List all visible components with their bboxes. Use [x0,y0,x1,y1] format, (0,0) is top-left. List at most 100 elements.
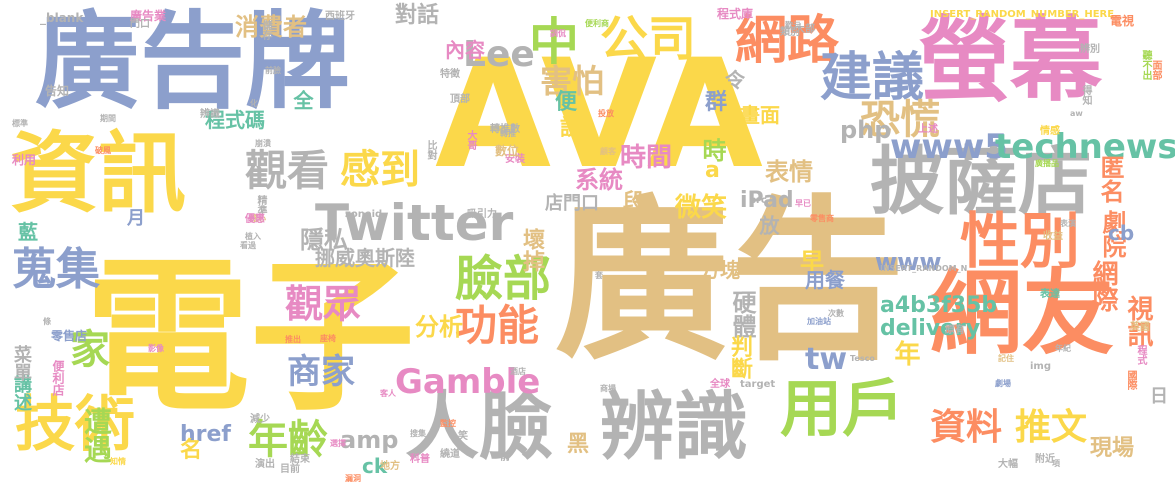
word-160: 轉推 [500,129,516,138]
word-20: 家 [70,327,110,373]
word-n: n [265,57,275,73]
word-125: 表達 [1040,289,1060,300]
word-122: 破風 [95,146,111,155]
word-ck: ck [362,454,388,478]
word-3: 廣告牌 [35,1,351,123]
word-33: 恐慌 [860,97,940,143]
word-99: 西班牙 [325,11,355,22]
word-83: 全 [290,90,314,110]
word-82: 畫面 [740,103,780,127]
word-81: 令 [725,68,745,92]
word-21: 臉部 [455,251,552,307]
word-67: 講述 [11,375,32,411]
word-1: 廣告 [555,181,905,384]
word-158: 安裝 [505,154,525,165]
word-84: 藍 [18,220,38,244]
word-127: 程式 [1135,345,1146,365]
word-117: 情感 [1040,126,1060,137]
word-technews: technews [995,127,1175,167]
word-116: 得知 [1080,85,1091,105]
word-130: 客人 [380,389,396,398]
word-26: 資料 [930,407,1003,448]
word-src: src [750,195,767,206]
word-114: 面部 [1150,60,1161,80]
word-139: 漏洞 [345,474,361,482]
word-108: 次數 [828,309,844,318]
word-167: 繞道 [440,449,460,460]
word-181: 早已 [795,199,811,208]
word-a: a [705,158,720,183]
word-42: 微笑 [675,193,728,223]
word-www5: www5 [890,127,1008,167]
word-101: 吸引力 [467,209,497,220]
word-57: 判斷 [727,335,752,379]
word-119: 投放 [598,109,614,118]
word-151: 顧客 [600,147,616,156]
word-4: 資訊 [10,122,187,225]
word-href: href [180,422,232,447]
word-66: 遭遇 [80,407,113,463]
word-55: 分析 [415,313,463,341]
word-13: 性別 [960,207,1080,277]
word-79: 便 [555,90,578,115]
word-gamble: Gamble [395,362,541,402]
word-155: 植入 [245,232,261,241]
word-149: 辨識 [200,109,220,120]
word-25: 年齡 [248,417,328,463]
word-170: 笑 [458,431,468,442]
word-41: 系統 [575,166,623,194]
word-171: 前 [500,452,510,463]
word-php: php [840,116,892,144]
word-163: 精準 [255,195,266,215]
word-8: 辨識 [600,384,748,470]
word-ava: AVA [435,28,763,202]
word-img: img [1030,361,1052,372]
word-37: 內容 [445,38,485,62]
word-51: 網際 [1088,260,1118,312]
word-128: 國際 [1125,370,1136,390]
word-150: 期間 [100,114,116,123]
word-118: 上述 [918,124,938,135]
word-twitter: Twitter [315,194,514,252]
word-23: 功能 [455,301,540,350]
word-12: 用戶 [780,372,905,445]
word-169: 儲存 [260,20,271,40]
word-38: 對話 [395,3,440,28]
word-157: 座椅 [320,334,336,343]
word-162: 調侃 [550,29,566,38]
word-68: 菜單 [11,345,32,381]
word-180: 歡元 [785,21,801,30]
word-6: 網友 [930,260,1115,367]
word-tw: tw [805,342,848,377]
word-40: 隱私 [300,226,348,254]
word-9: 披薩店 [870,139,1092,225]
word-48: 挪威奧斯陸 [315,246,415,270]
word-2: 電子 [85,241,415,433]
word-145: 特徵 [440,69,460,80]
word-70: 早 [800,248,824,276]
word-107: 廣播品 [1035,159,1059,168]
word-16: 公司 [600,11,697,67]
word-18: 感到 [340,147,420,193]
word-131: 監控 [440,419,456,428]
word-172: 套 [595,271,603,280]
word-74: 放 [756,215,780,235]
word-104: 零售商 [810,214,834,223]
word-179: 大部 [795,24,815,35]
word-78: 說 [560,116,583,141]
word-65: 現場 [1090,436,1135,461]
word-35: 害怕 [540,62,605,100]
word-target: target [740,379,776,390]
word-22: 觀眾 [285,282,362,326]
word-80: 群 [705,90,728,115]
word-132: 影像 [148,344,164,353]
word-113: 聽不出 [1140,50,1151,80]
word-aw: aw [1070,109,1083,118]
word-105: 零售店 [51,329,88,343]
word-126: 英國 [1130,322,1150,333]
word-tesco: Tesco [850,354,875,363]
word-182: 類別 [780,27,800,38]
word-19: 蒐集 [12,244,100,295]
word-148: 告知 [45,84,70,98]
word-111: 年紀 [1055,344,1071,353]
